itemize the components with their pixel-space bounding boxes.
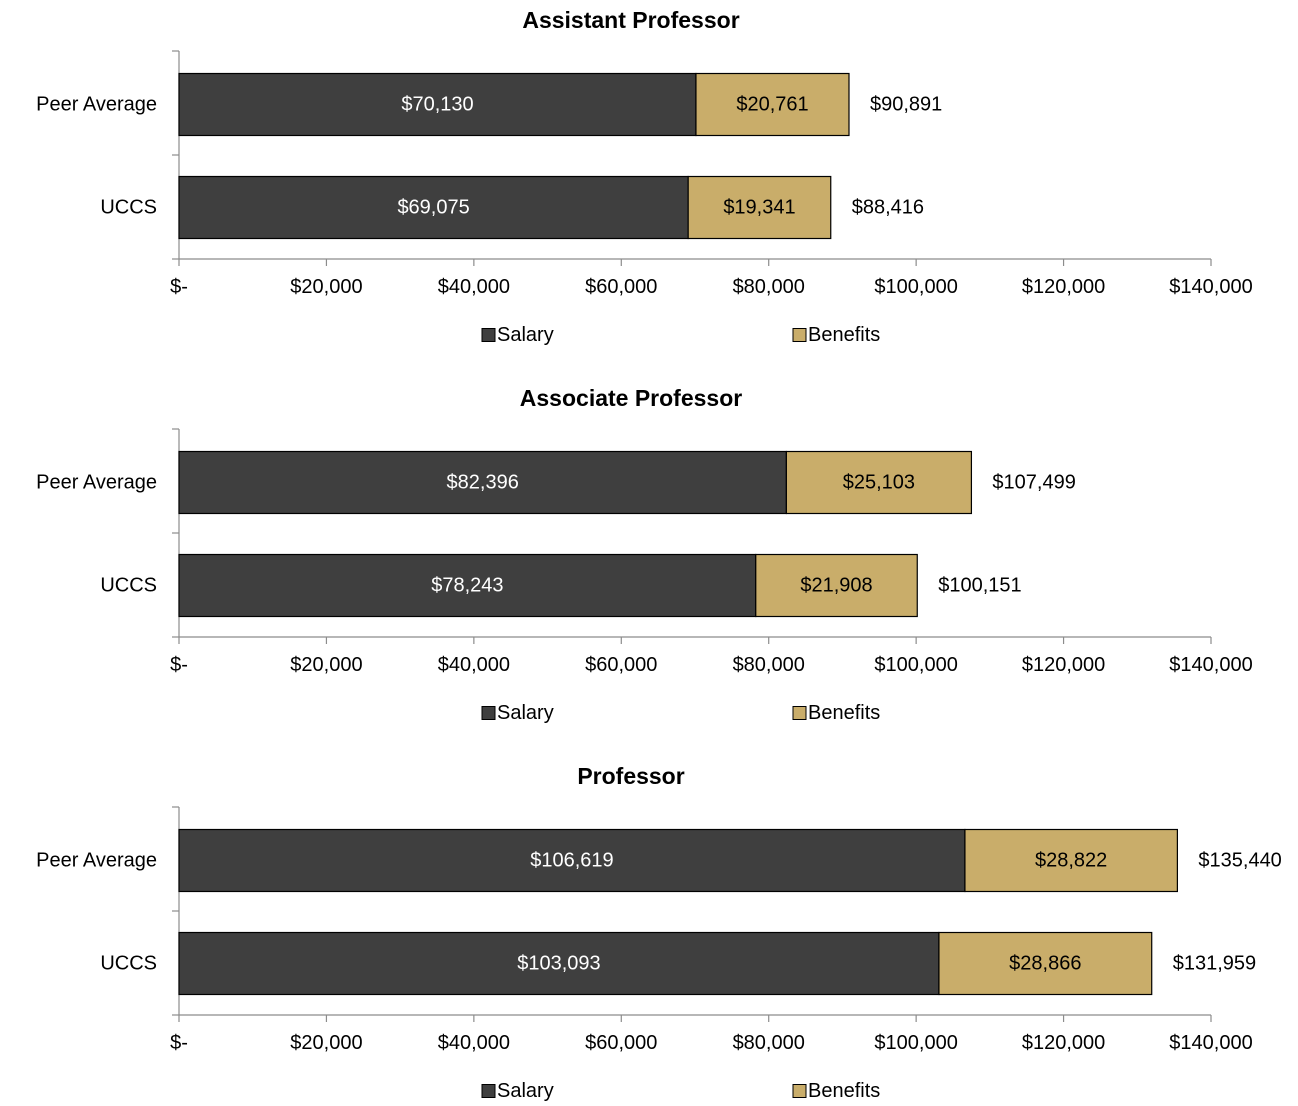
bar-benefits (695, 72, 850, 137)
x-tick-label: $120,000 (1022, 654, 1105, 676)
legend-label-salary: Salary (497, 324, 554, 346)
x-tick-label: $100,000 (874, 654, 957, 676)
x-tick-label: $140,000 (1169, 276, 1252, 298)
data-label-total: $88,416 (852, 197, 924, 219)
x-tick-label: $120,000 (1022, 1032, 1105, 1054)
data-label-salary: $106,619 (530, 850, 613, 872)
x-tick-label: $20,000 (290, 1032, 362, 1054)
category-label: Peer Average (36, 472, 157, 494)
data-label-benefits: $28,822 (1035, 850, 1107, 872)
legend-swatch-benefits (792, 328, 807, 342)
data-label-benefits: $20,761 (736, 94, 808, 116)
x-tick-label: $80,000 (733, 276, 805, 298)
x-tick-label: $100,000 (874, 276, 957, 298)
category-label: UCCS (100, 197, 157, 219)
x-tick-label: $140,000 (1169, 1032, 1252, 1054)
data-label-total: $135,440 (1198, 850, 1281, 872)
x-tick-label: $40,000 (438, 1032, 510, 1054)
legend-swatch-salary (481, 1084, 496, 1098)
bar-salary (178, 828, 966, 893)
x-tick-label: $100,000 (874, 1032, 957, 1054)
x-tick-label: $80,000 (733, 654, 805, 676)
bar-benefits (964, 828, 1178, 893)
bar-salary (178, 553, 757, 618)
chart-panel-3: Professor $- $20,000 $40,000 $60,000 $80,000 $… (36, 763, 1282, 1102)
x-tick-label: $20,000 (290, 276, 362, 298)
legend-label-benefits: Benefits (808, 1080, 880, 1101)
legend-label-salary: Salary (497, 702, 554, 724)
chart-title: Assistant Professor (522, 7, 739, 33)
x-tick-label: $- (170, 654, 188, 676)
category-label: UCCS (100, 953, 157, 975)
data-label-salary: $103,093 (517, 953, 600, 975)
x-tick-label: $- (170, 276, 188, 298)
x-tick-label: $120,000 (1022, 276, 1105, 298)
legend-label-salary: Salary (497, 1080, 554, 1101)
bar-benefits (755, 553, 918, 618)
legend-swatch-benefits (792, 1084, 807, 1098)
category-label: UCCS (100, 575, 157, 597)
bar-salary (178, 931, 940, 996)
x-tick-label: $60,000 (585, 1032, 657, 1054)
x-tick-label: $60,000 (585, 276, 657, 298)
x-tick-label: $60,000 (585, 654, 657, 676)
category-label: Peer Average (36, 94, 157, 116)
data-label-total: $90,891 (870, 94, 942, 116)
legend-swatch-salary (481, 706, 496, 720)
x-tick-label: $20,000 (290, 654, 362, 676)
x-tick-label: $40,000 (438, 654, 510, 676)
data-label-total: $107,499 (992, 472, 1075, 494)
chart-title: Associate Professor (520, 385, 742, 411)
bar-benefits (785, 450, 973, 515)
data-label-benefits: $21,908 (800, 575, 872, 597)
legend-label-benefits: Benefits (808, 324, 880, 346)
data-label-salary: $82,396 (447, 472, 519, 494)
bar-salary (178, 72, 697, 137)
legend-swatch-benefits (792, 706, 807, 720)
data-label-benefits: $19,341 (723, 197, 795, 219)
legend-swatch-salary (481, 328, 496, 342)
bar-benefits (687, 175, 832, 240)
data-label-benefits: $28,866 (1009, 953, 1081, 975)
x-tick-label: $140,000 (1169, 654, 1252, 676)
x-tick-label: $40,000 (438, 276, 510, 298)
x-tick-label: $80,000 (733, 1032, 805, 1054)
bar-benefits (938, 931, 1153, 996)
x-tick-label: $- (170, 1032, 188, 1054)
chart-panel-2: Associate Professor $- $20,000 $40,000 $60,0… (36, 385, 1253, 724)
chart-title: Professor (577, 763, 684, 789)
data-label-salary: $78,243 (431, 575, 503, 597)
data-label-salary: $69,075 (397, 197, 469, 219)
legend-label-benefits: Benefits (808, 702, 880, 724)
data-label-total: $100,151 (938, 575, 1021, 597)
bar-salary (178, 175, 689, 240)
data-label-salary: $70,130 (401, 94, 473, 116)
data-label-total: $131,959 (1173, 953, 1256, 975)
category-label: Peer Average (36, 850, 157, 872)
data-label-benefits: $25,103 (843, 472, 915, 494)
chart-panel-1: Assistant Professor $- $20,000 $40,000 $60,0… (36, 7, 1253, 346)
